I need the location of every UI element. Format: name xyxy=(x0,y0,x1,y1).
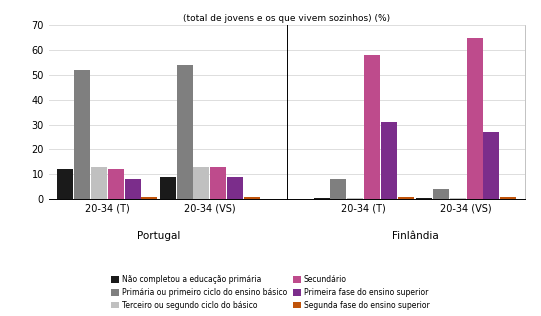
Text: Finlândia: Finlândia xyxy=(392,231,438,241)
Bar xyxy=(433,189,449,199)
Bar xyxy=(57,169,73,199)
Bar xyxy=(347,198,363,199)
Bar xyxy=(450,198,466,199)
Bar xyxy=(364,55,380,199)
Text: Portugal: Portugal xyxy=(137,231,180,241)
Bar xyxy=(244,197,260,199)
Bar xyxy=(416,198,432,199)
Bar xyxy=(466,38,483,199)
Legend: Não completou a educação primária, Primária ou primeiro ciclo do ensino básico, : Não completou a educação primária, Primá… xyxy=(109,273,432,312)
Bar xyxy=(193,167,209,199)
Bar xyxy=(210,167,226,199)
Bar xyxy=(314,198,329,199)
Bar xyxy=(227,177,243,199)
Bar xyxy=(160,177,176,199)
Bar xyxy=(398,197,414,199)
Bar xyxy=(484,132,499,199)
Bar xyxy=(124,179,141,199)
Bar xyxy=(74,70,90,199)
Bar xyxy=(381,122,397,199)
Title: (total de jovens e os que vivem sozinhos) (%): (total de jovens e os que vivem sozinhos… xyxy=(183,14,390,23)
Bar xyxy=(500,197,516,199)
Bar xyxy=(108,169,124,199)
Bar xyxy=(331,179,346,199)
Bar xyxy=(176,65,193,199)
Bar xyxy=(141,197,157,199)
Bar xyxy=(91,167,107,199)
